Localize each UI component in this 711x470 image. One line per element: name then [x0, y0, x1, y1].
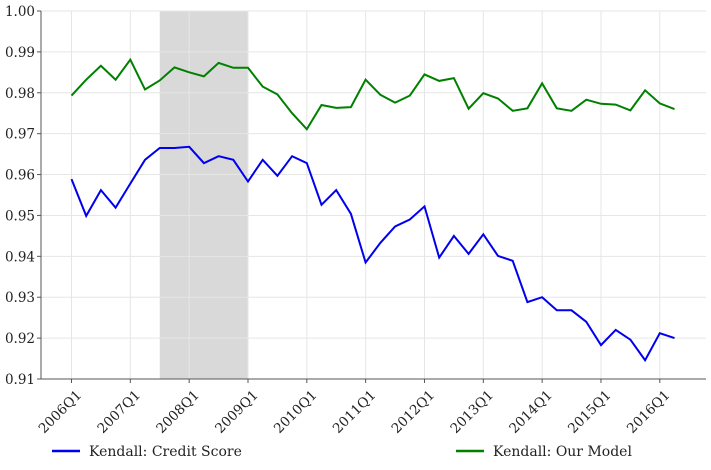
x-tick-label: 2007Q1: [94, 387, 144, 437]
x-tick-label: 2006Q1: [36, 387, 86, 437]
x-tick-label: 2016Q1: [624, 387, 674, 437]
legend-label-2: Kendall: Our Model: [493, 444, 632, 460]
y-tick-label: 0.94: [5, 249, 35, 265]
x-tick-label: 2015Q1: [565, 387, 615, 437]
y-tick-label: 0.92: [5, 331, 35, 347]
shaded-period: [159, 11, 248, 379]
y-tick-label: 0.98: [5, 86, 35, 102]
axes: [37, 10, 706, 383]
grid: [41, 10, 706, 380]
y-tick-label: 1.00: [5, 4, 35, 20]
y-tick-label: 0.99: [5, 45, 35, 61]
y-tick-labels: 0.91 0.92 0.93 0.94 0.95 0.96 0.97 0.98 0.99 1.00: [5, 4, 35, 388]
shaded-region: [159, 11, 248, 379]
y-tick-label: 0.97: [5, 127, 35, 143]
x-tick-label: 2012Q1: [389, 387, 439, 437]
x-tick-label: 2008Q1: [153, 387, 203, 437]
x-tick-label: 2011Q1: [330, 387, 380, 437]
y-tick-label: 0.91: [5, 372, 35, 388]
legend-label-1: Kendall: Credit Score: [89, 444, 242, 460]
series-line-2: [70, 57, 675, 131]
series-lines: [70, 57, 675, 363]
x-tick-label: 2009Q1: [212, 387, 262, 437]
y-tick-label: 0.96: [5, 168, 35, 184]
series-line-1: [70, 145, 675, 363]
legend: Kendall: Credit Score Kendall: Our Model: [52, 444, 632, 460]
x-tick-label: 2013Q1: [447, 387, 497, 437]
x-tick-label: 2014Q1: [506, 387, 556, 437]
y-tick-label: 0.93: [5, 290, 35, 306]
y-tick-label: 0.95: [5, 208, 35, 224]
x-tick-label: 2010Q1: [271, 387, 321, 437]
x-tick-labels: 2006Q1 2007Q1 2008Q1 2009Q1 2010Q1 2011Q1 2012…: [36, 387, 674, 437]
